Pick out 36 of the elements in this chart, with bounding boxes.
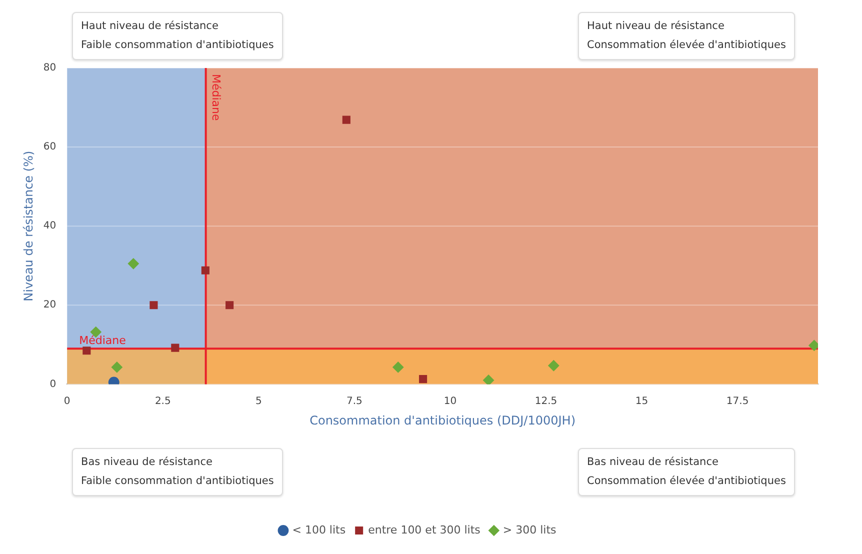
x-tick-label: 7.5 <box>346 396 362 407</box>
x-tick-label: 2.5 <box>154 396 171 407</box>
x-tick-label: 10 <box>444 396 457 407</box>
point <box>226 301 234 310</box>
point <box>128 258 139 270</box>
point <box>418 375 428 384</box>
legend-label: < 100 lits <box>292 523 346 536</box>
point <box>111 362 122 373</box>
point <box>82 346 91 355</box>
y-tick-label: 20 <box>43 300 56 311</box>
point <box>171 344 180 352</box>
ref-line-label: Médiane <box>209 74 222 122</box>
point <box>483 374 494 384</box>
point <box>392 362 404 373</box>
x-tick-label: 12.5 <box>534 396 558 407</box>
x-tick-label: 0 <box>64 396 70 407</box>
text: Bas niveau de résistance Faible consommation d'antibiotiques <box>72 448 283 496</box>
y-tick-label: 40 <box>43 220 56 232</box>
y-tick-label: 80 <box>43 62 56 74</box>
ref-line-label: Médiane <box>79 334 126 347</box>
text: Bas niveau de résistance Consommation élevée d'antibiotiques <box>578 448 795 496</box>
x-tick-label: 5 <box>255 396 262 407</box>
y-tick-label: 60 <box>43 142 56 153</box>
legend-label: entre 100 et 300 lits <box>368 523 481 536</box>
point <box>548 360 560 372</box>
text: Haut niveau de résistance Faible consommation d'antibiotiques <box>72 12 283 60</box>
x-axis-title: Consommation d'antibiotiques (DDJ/1000JH) <box>310 414 576 428</box>
legend-label: > 300 lits <box>502 523 557 536</box>
point <box>201 266 210 274</box>
y-axis-title: Niveau de résistance (%) <box>21 150 36 302</box>
x-tick-label: 15 <box>635 396 648 407</box>
x-tick-label: 17.5 <box>726 396 749 407</box>
text: Haut niveau de résistance Consommation élevée d'antibiotiques <box>578 12 795 60</box>
point <box>342 116 350 124</box>
y-tick-label: 0 <box>50 378 56 390</box>
point <box>150 301 158 310</box>
